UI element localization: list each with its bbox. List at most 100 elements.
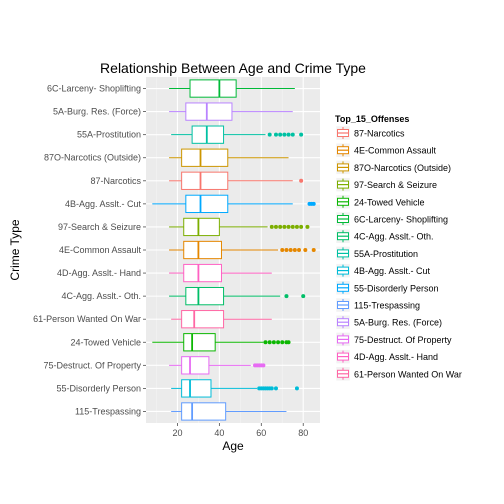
- legend: 87-Narcotics 4E-Common Assault 87O-Narcoti…: [335, 125, 462, 382]
- legend-item: 4C-Agg. Asslt.- Oth.: [335, 228, 434, 244]
- legend-item: 87-Narcotics: [335, 125, 405, 141]
- x-axis-title: Age: [222, 439, 244, 453]
- box-10: [171, 310, 272, 329]
- outlier-point: [294, 224, 299, 229]
- legend-label: 4D-Agg. Asslt.- Hand: [354, 352, 438, 362]
- box-8: [169, 263, 272, 283]
- outlier-point: [284, 248, 289, 252]
- box-iqr: [189, 79, 237, 98]
- outlier-point: [278, 132, 283, 137]
- outlier-point: [311, 248, 316, 252]
- legend-label: 61-Person Wanted On War: [354, 369, 462, 379]
- outlier-point: [273, 132, 278, 137]
- x-tick-label: 80: [298, 428, 308, 438]
- outlier-point: [290, 224, 295, 229]
- outlier-point: [273, 386, 278, 391]
- plot-area: 6C-Larceny- Shoplifting 5A-Burg. Res. (Fo…: [33, 77, 320, 438]
- legend-item: 5A-Burg. Res. (Force): [335, 314, 442, 330]
- box-7: [169, 240, 316, 260]
- outlier-point: [294, 386, 299, 391]
- outlier-point: [299, 132, 304, 137]
- legend-label: 87-Narcotics: [354, 129, 405, 139]
- box-13: [171, 379, 299, 398]
- y-tick-label: 115-Trespassing: [75, 406, 141, 416]
- outlier-point: [303, 248, 308, 252]
- box-4: [169, 171, 304, 190]
- outlier-point: [263, 340, 268, 345]
- legend-label: 87O-Narcotics (Outside): [354, 163, 451, 173]
- box-iqr: [181, 402, 227, 421]
- box-1: [169, 102, 293, 121]
- box-iqr: [185, 286, 225, 306]
- outlier-point: [280, 248, 285, 252]
- y-tick-label: 97-Search & Seizure: [58, 222, 141, 232]
- box-9: [169, 286, 306, 306]
- x-tick-label: 60: [256, 428, 266, 438]
- y-axis-title: Crime Type: [8, 219, 22, 280]
- outlier-point: [276, 340, 281, 345]
- y-tick-label: 87-Narcotics: [90, 176, 141, 186]
- box-iqr: [191, 125, 225, 144]
- y-tick-label: 61-Person Wanted On War: [33, 314, 141, 324]
- y-tick-label: 4C-Agg. Asslt.- Oth.: [61, 291, 141, 301]
- box-5: [152, 194, 316, 214]
- outlier-point: [269, 386, 274, 391]
- outlier-point: [292, 248, 297, 252]
- box-6: [169, 217, 310, 237]
- box-iqr: [183, 240, 222, 260]
- outlier-point: [311, 201, 316, 206]
- legend-label: 97-Search & Seizure: [354, 180, 437, 190]
- outlier-point: [286, 224, 291, 229]
- legend-label: 4B-Agg. Asslt.- Cut: [354, 266, 431, 276]
- x-tick-label: 40: [214, 428, 224, 438]
- legend-label: 115-Trespassing: [354, 301, 420, 311]
- legend-item: 55-Disorderly Person: [335, 280, 439, 296]
- legend-label: 55-Disorderly Person: [354, 283, 439, 293]
- legend-item: 55A-Prostitution: [335, 246, 418, 261]
- box-iqr: [185, 102, 233, 121]
- box-0: [169, 79, 295, 98]
- legend-label: 4E-Common Assault: [354, 146, 437, 156]
- outlier-point: [278, 224, 283, 229]
- legend-item: 4B-Agg. Asslt.- Cut: [335, 263, 431, 278]
- legend-label: 75-Destruct. Of Property: [354, 335, 452, 345]
- box-iqr: [185, 194, 229, 214]
- outlier-point: [288, 248, 293, 252]
- box-14: [171, 402, 287, 421]
- legend-item: 6C-Larceny- Shoplifting: [335, 211, 448, 227]
- outlier-point: [299, 224, 304, 229]
- legend-item: 115-Trespassing: [335, 297, 420, 313]
- y-tick-label: 87O-Narcotics (Outside): [44, 153, 141, 163]
- outlier-point: [299, 178, 304, 183]
- outlier-point: [282, 132, 287, 137]
- chart-title: Relationship Between Age and Crime Type: [100, 60, 366, 76]
- box-2: [171, 125, 304, 144]
- x-tick-label: 20: [172, 428, 182, 438]
- outlier-point: [280, 340, 285, 345]
- y-tick-label: 4B-Agg. Asslt.- Cut: [65, 199, 142, 209]
- y-tick-label: 24-Towed Vehicle: [70, 337, 141, 347]
- box-iqr: [183, 217, 220, 237]
- legend-label: 4C-Agg. Asslt.- Oth.: [354, 232, 434, 242]
- legend-item: 24-Towed Vehicle: [335, 194, 425, 210]
- box-iqr: [181, 379, 212, 398]
- outlier-point: [282, 224, 287, 229]
- outlier-point: [267, 340, 272, 345]
- box-3: [169, 148, 289, 167]
- legend-label: 6C-Larceny- Shoplifting: [354, 215, 448, 225]
- outlier-point: [284, 294, 289, 299]
- legend-item: 61-Person Wanted On War: [335, 366, 462, 382]
- box-iqr: [181, 356, 210, 375]
- y-tick-label: 6C-Larceny- Shoplifting: [47, 84, 141, 94]
- legend-item: 4D-Agg. Asslt.- Hand: [335, 349, 438, 364]
- outlier-point: [290, 132, 295, 137]
- box-11: [152, 333, 291, 352]
- y-tick-label: 5A-Burg. Res. (Force): [53, 107, 141, 117]
- y-tick-label: 55-Disorderly Person: [56, 383, 141, 393]
- outlier-point: [305, 224, 310, 229]
- box-iqr: [183, 263, 222, 283]
- legend-label: 55A-Prostitution: [354, 249, 418, 259]
- legend-item: 87O-Narcotics (Outside): [335, 160, 451, 175]
- legend-item: 97-Search & Seizure: [335, 177, 437, 192]
- legend-label: 24-Towed Vehicle: [354, 197, 425, 207]
